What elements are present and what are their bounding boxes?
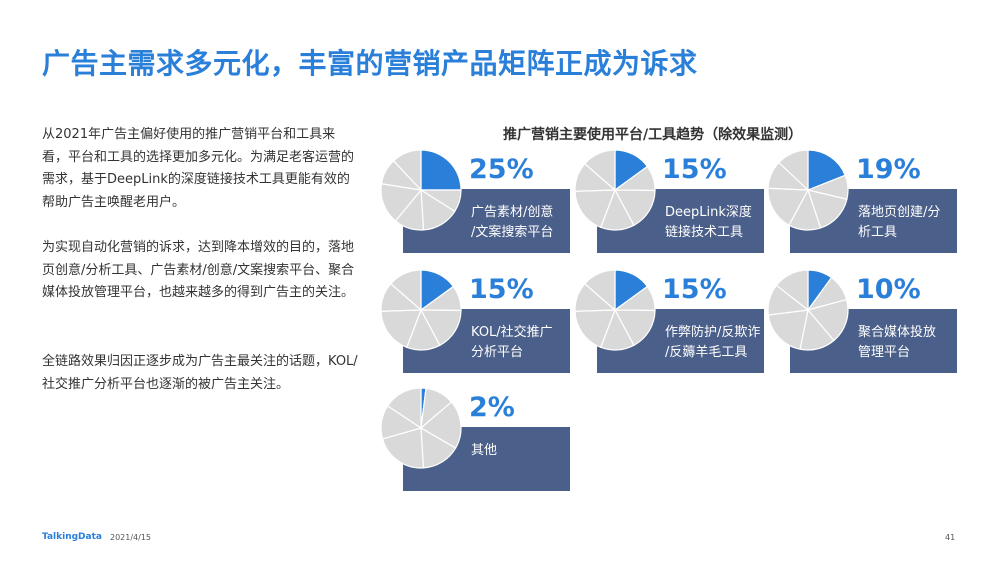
footer-date: 2021/4/15 xyxy=(110,533,152,542)
pie-chart xyxy=(574,269,656,351)
chart-label-line: 作弊防护/反欺诈 xyxy=(665,325,761,340)
chart-value-label: 15% xyxy=(662,154,727,185)
chart-label-line: DeepLink深度 xyxy=(665,205,752,220)
chart-label-line: 落地页创建/分 xyxy=(858,205,941,220)
pie-slice-other xyxy=(574,189,616,229)
pie-slice-other xyxy=(613,189,656,227)
chart-label-line: 析工具 xyxy=(858,225,898,240)
chart-label-line: 分析平台 xyxy=(471,345,524,360)
pie-slice-other xyxy=(806,298,849,342)
pie-slice-other xyxy=(419,401,462,449)
body-paragraph-3: 全链路效果归因正逐步成为广告主最关注的话题，KOL/社交推广分析平台也逐渐的被广… xyxy=(42,354,358,392)
chart-label-line: /反薅羊毛工具 xyxy=(665,345,748,360)
chart-value-label: 15% xyxy=(662,274,727,305)
pie-slice-highlight xyxy=(420,149,462,191)
pie-slice-other xyxy=(775,269,809,312)
body-paragraph-2: 为实现自动化营销的诉求，达到降本增效的目的，落地页创意/分析工具、广告素材/创意… xyxy=(42,240,355,300)
body-paragraph-1: 从2021年广告主偏好使用的推广营销平台和工具来看，平台和工具的选择更加多元化。… xyxy=(42,127,355,210)
pie-chart xyxy=(767,269,849,351)
pie-slice-other xyxy=(767,187,809,227)
page-number: 41 xyxy=(945,533,956,542)
pie-slice-other xyxy=(380,309,422,349)
chart-value-label: 15% xyxy=(469,274,534,305)
chart-label-line: 链接技术工具 xyxy=(665,225,744,240)
talkingdata-logo: TalkingData xyxy=(42,532,102,542)
pie-slice-other xyxy=(767,309,809,350)
pie-chart xyxy=(380,387,462,469)
pie-slice-other xyxy=(386,387,422,430)
chart-title: 推广营销主要使用平台/工具趋势（除效果监测） xyxy=(503,127,803,143)
chart-label-line: 广告素材/创意 xyxy=(471,205,554,220)
chart-label-line: KOL/社交推广 xyxy=(471,325,553,340)
chart-label-line: 聚合媒体投放 xyxy=(858,325,937,340)
pie-slice-other xyxy=(392,149,422,192)
pie-slice-other xyxy=(583,149,616,192)
pie-chart xyxy=(767,149,849,231)
pie-slice-other xyxy=(389,269,422,312)
pie-slice-other xyxy=(419,309,462,347)
pie-chart xyxy=(380,269,462,351)
pie-chart xyxy=(574,149,656,231)
pie-slice-other xyxy=(381,427,425,469)
page-title: 广告主需求多元化，丰富的营销产品矩阵正成为诉求 xyxy=(42,47,698,80)
chart-value-label: 19% xyxy=(856,154,921,185)
pie-slice-other xyxy=(583,269,616,312)
pie-slice-highlight xyxy=(807,149,846,191)
pie-slice-other xyxy=(613,309,656,347)
chart-label-line: 管理平台 xyxy=(858,345,911,360)
pie-slice-other xyxy=(574,309,616,349)
chart-label-line: 其他 xyxy=(471,443,498,458)
chart-value-label: 25% xyxy=(469,154,534,185)
pie-slice-other xyxy=(778,149,809,192)
pie-chart xyxy=(380,149,462,231)
chart-value-label: 2% xyxy=(469,392,515,423)
chart-value-label: 10% xyxy=(856,274,921,305)
chart-label-line: /文案搜索平台 xyxy=(471,225,554,240)
